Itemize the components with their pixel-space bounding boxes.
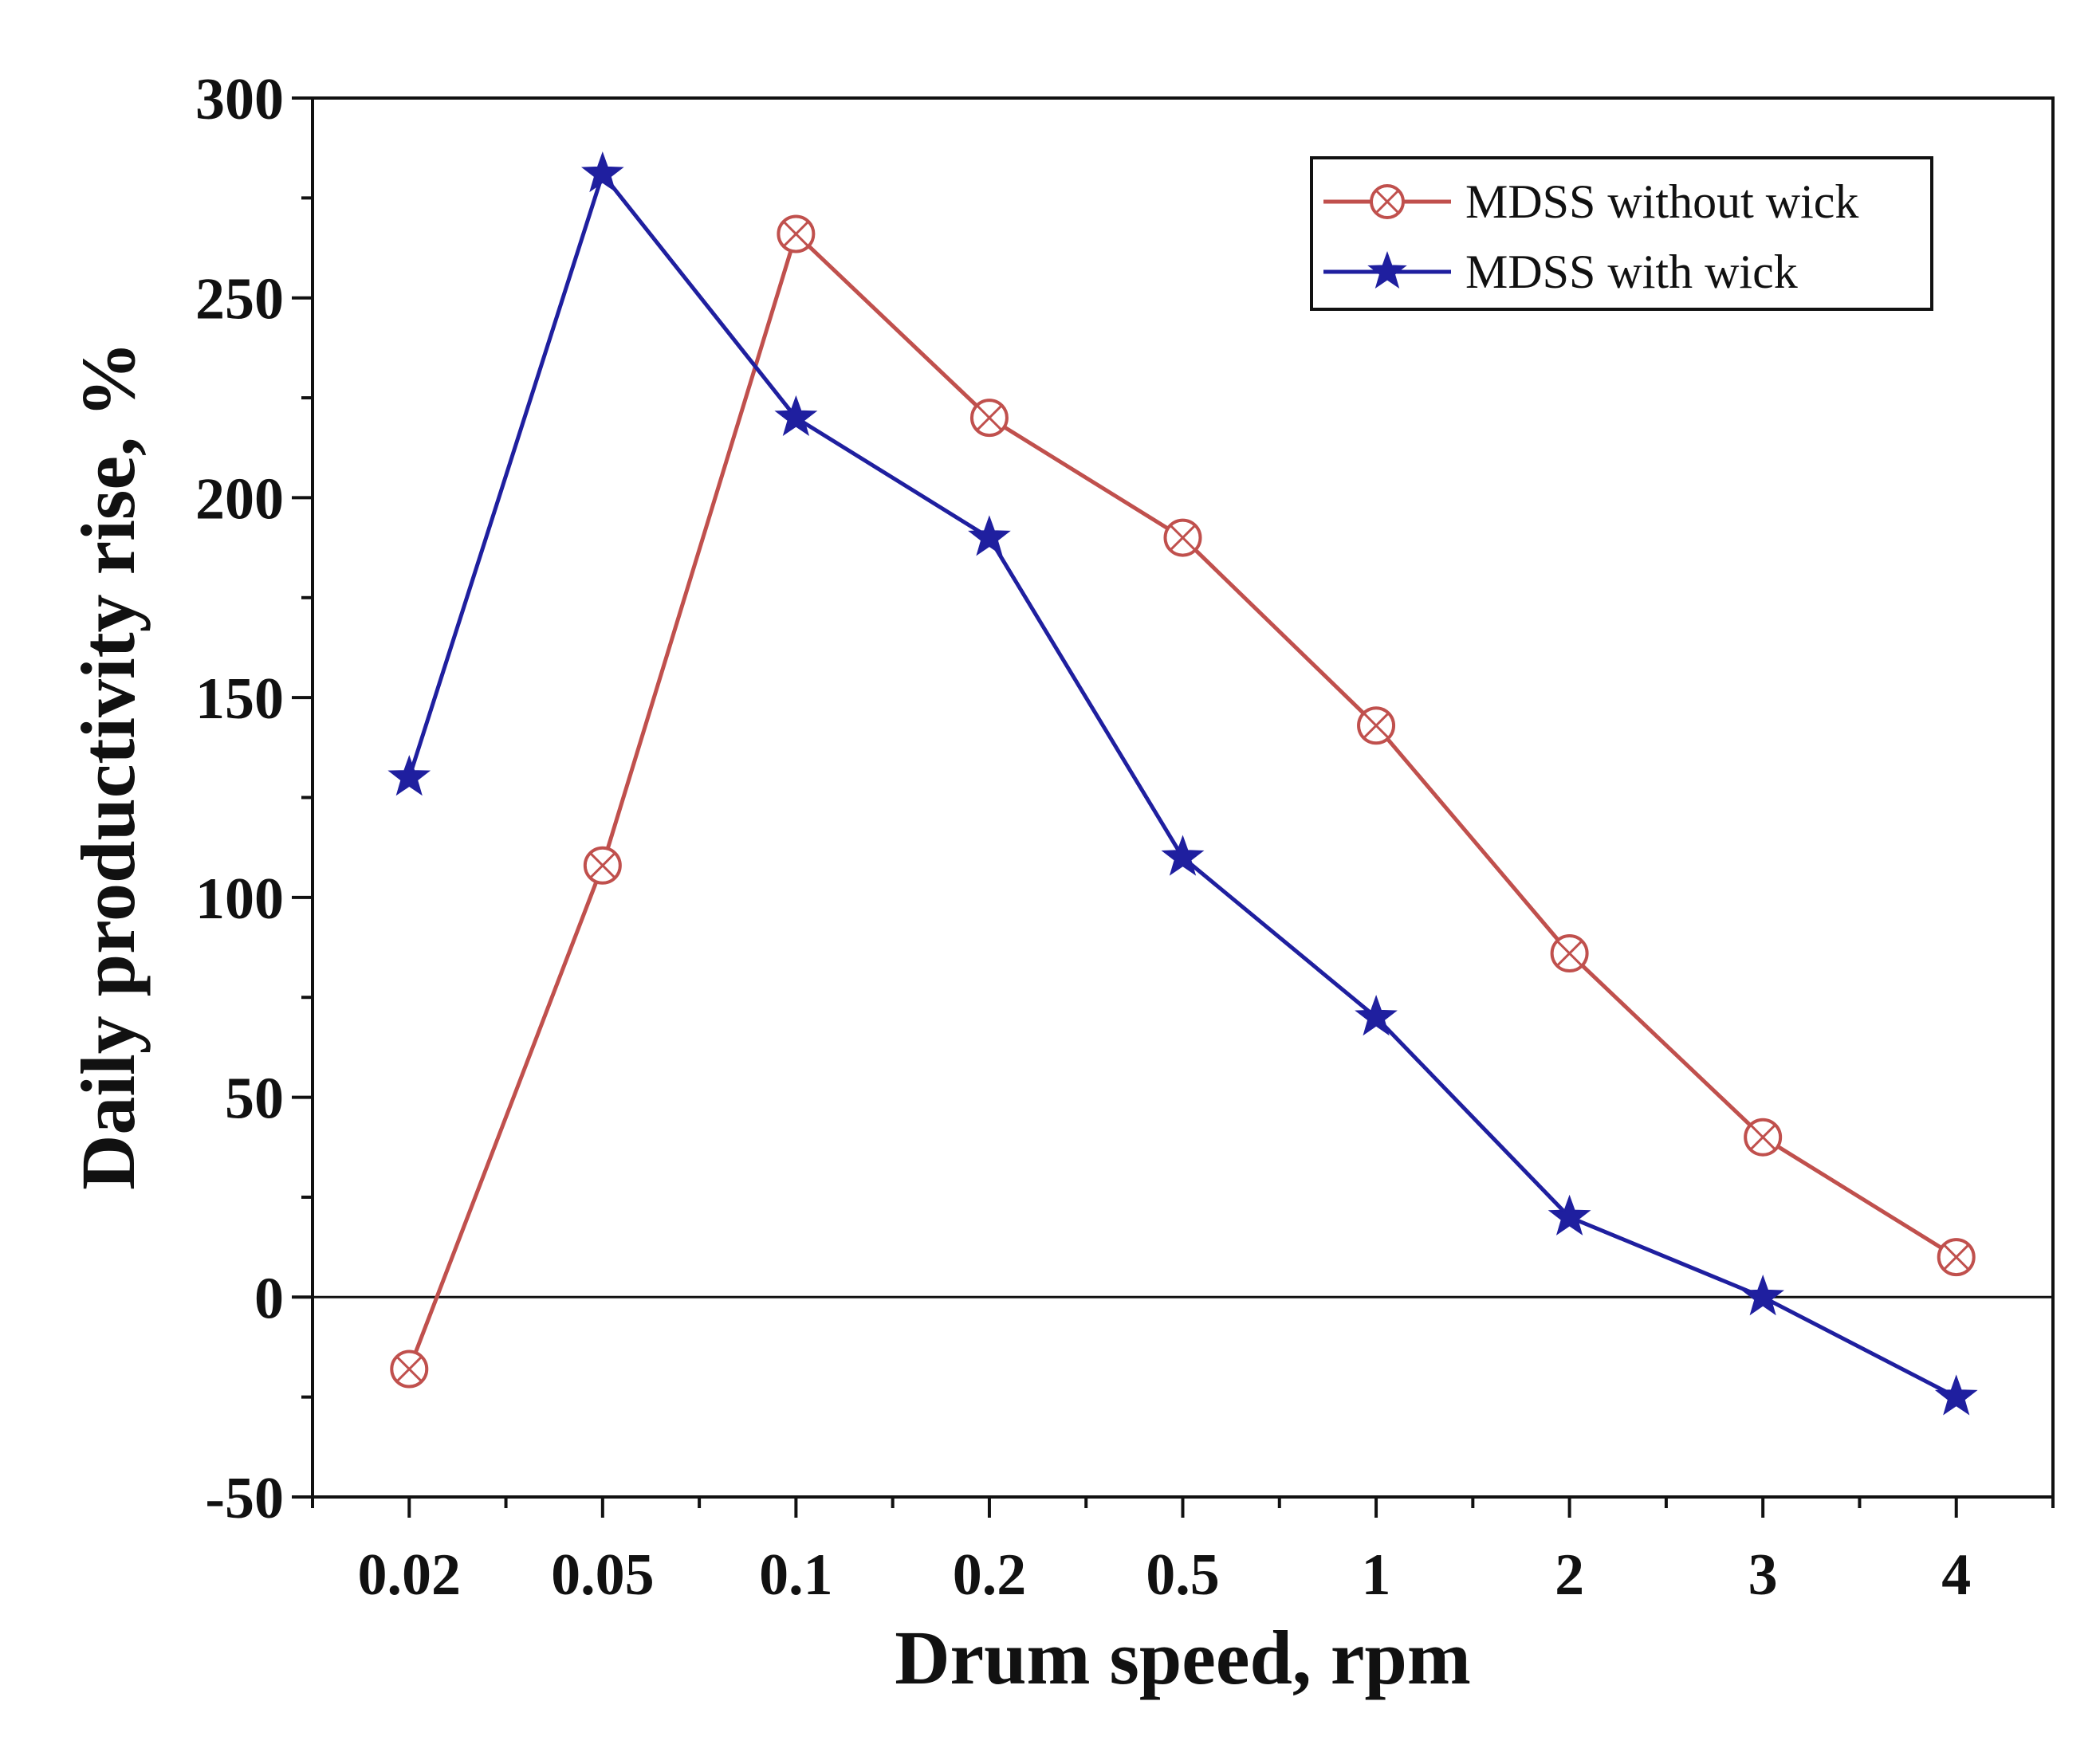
legend: MDSS without wick MDSS with wick <box>1310 156 1933 311</box>
legend-swatch-marker-cross-b <box>1374 189 1400 214</box>
x-tick-label: 3 <box>1748 1542 1778 1608</box>
y-tick-label: 200 <box>195 466 284 532</box>
series-without-wick <box>390 214 1976 1389</box>
y-tick-label: 50 <box>225 1067 284 1132</box>
axes: -50 0 50 100 150 200 250 300 0.02 0.05 0.1 0.2 0.5 1 2… <box>195 67 2055 1608</box>
data-point <box>1934 1374 1978 1416</box>
y-axis-title: Daily productivity rise, % <box>65 341 151 1190</box>
data-point <box>390 1349 429 1389</box>
data-point <box>1547 1194 1591 1236</box>
data-point-cross-b <box>1749 1124 1776 1151</box>
data-point <box>777 214 816 253</box>
data-point-cross-b <box>782 221 809 247</box>
data-point <box>969 399 1009 438</box>
data-point-cross-b <box>1943 1243 1970 1271</box>
x-tick-label: 0.02 <box>358 1542 462 1608</box>
data-point <box>580 151 624 193</box>
data-point <box>1355 995 1398 1036</box>
data-point <box>1163 518 1202 557</box>
data-point <box>583 846 622 885</box>
y-tick-label: 150 <box>195 666 284 732</box>
y-tick-label: 100 <box>195 866 284 932</box>
data-point <box>1937 1238 1976 1277</box>
data-point-cross-b <box>1170 524 1196 552</box>
x-tick-label: 2 <box>1555 1542 1584 1608</box>
data-point-cross-b <box>976 404 1003 431</box>
legend-label: MDSS without wick <box>1465 175 1858 228</box>
data-point <box>968 515 1011 556</box>
data-point <box>387 755 431 796</box>
data-point-cross-b <box>1363 712 1390 739</box>
series-line <box>407 232 1958 1370</box>
data-point <box>1161 835 1205 876</box>
y-tick-label: 0 <box>254 1266 284 1331</box>
x-tick-label: 1 <box>1362 1542 1391 1608</box>
data-point-cross-b <box>589 852 616 879</box>
data-point <box>774 395 818 436</box>
legend-box <box>1310 156 1933 311</box>
x-tick-label: 4 <box>1941 1542 1971 1608</box>
data-point-cross-b <box>1556 940 1583 967</box>
data-point <box>1741 1275 1785 1316</box>
data-point-cross-b <box>395 1356 423 1383</box>
y-tick-label: -50 <box>205 1466 284 1531</box>
x-tick-label: 0.05 <box>551 1542 655 1608</box>
legend-label: MDSS with wick <box>1465 246 1798 298</box>
legend-swatch-marker <box>1370 184 1405 219</box>
data-point <box>1357 706 1396 745</box>
series-with-wick <box>387 151 1978 1416</box>
x-tick-label: 0.2 <box>953 1542 1027 1608</box>
x-axis-title: Drum speed, rpm <box>895 1615 1471 1700</box>
data-point <box>1744 1118 1783 1157</box>
series-group <box>387 151 1978 1416</box>
series-line <box>407 171 1957 1399</box>
x-tick-label: 0.1 <box>759 1542 833 1608</box>
data-point <box>1550 934 1589 973</box>
y-tick-label: 250 <box>195 267 284 332</box>
y-tick-label: 300 <box>195 67 284 132</box>
legend-swatch-marker <box>1367 251 1407 289</box>
x-tick-label: 0.5 <box>1146 1542 1220 1608</box>
